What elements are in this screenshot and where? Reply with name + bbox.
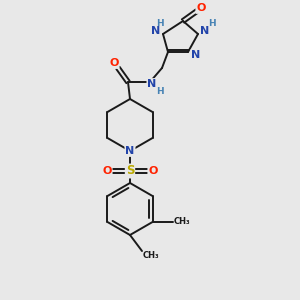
Text: O: O [109, 58, 119, 68]
Text: N: N [147, 79, 157, 89]
Text: CH₃: CH₃ [143, 250, 160, 260]
Text: N: N [191, 50, 201, 60]
Text: N: N [200, 26, 210, 36]
Text: S: S [126, 164, 134, 178]
Text: CH₃: CH₃ [173, 218, 190, 226]
Text: O: O [148, 166, 158, 176]
Text: O: O [102, 166, 112, 176]
Text: H: H [208, 20, 216, 28]
Text: N: N [152, 26, 160, 36]
Text: H: H [156, 19, 164, 28]
Text: H: H [156, 86, 164, 95]
Text: N: N [125, 146, 135, 156]
Text: O: O [196, 3, 206, 13]
